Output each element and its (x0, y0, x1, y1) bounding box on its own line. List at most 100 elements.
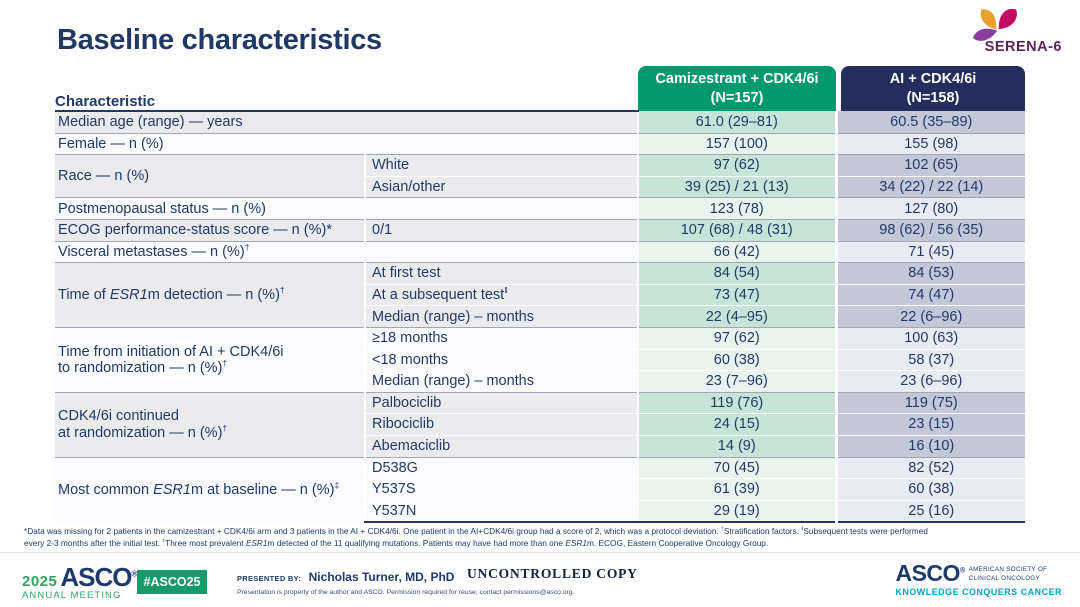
ai-value-cell: 71 (45) (834, 240, 1025, 263)
ai-value-cell: 84 (53) (834, 262, 1025, 285)
presented-by: PRESENTED BY: Nicholas Turner, MD, PhD (237, 568, 454, 586)
registered-mark: ® (131, 569, 138, 579)
registered-mark: ® (959, 567, 965, 575)
ai-column-header: AI + CDK4/6i (N=158) (836, 66, 1025, 111)
camizestrant-value-cell: 14 (9) (637, 434, 836, 457)
ai-arm-n: (N=158) (906, 89, 960, 106)
ai-value-cell: 60 (38) (834, 478, 1025, 501)
serena-6-logo: SERENA-6 (936, 5, 1068, 55)
sub-label-cell: Asian/other (364, 175, 638, 198)
table-row: ECOG performance-status score — n (%)* 0/… (55, 218, 1025, 242)
presenter-name: Nicholas Turner, MD, PhD (308, 570, 455, 584)
sub-label-cell: Palbociclib (364, 391, 638, 414)
camizestrant-value-cell: 70 (45) (637, 456, 836, 479)
table-row: Postmenopausal status — n (%) 123 (78) 127… (55, 197, 1025, 220)
camizestrant-value-cell: 84 (54) (637, 262, 836, 285)
table-row: At a subsequent test‖ 73 (47) 74 (47) (55, 283, 1025, 306)
flower-icon (972, 8, 1017, 41)
table-row: Y537N 29 (19) 25 (16) (55, 499, 1025, 524)
asco-annual-meeting-logo: 2025 ASCO® ANNUAL MEETING (22, 562, 138, 601)
ai-value-cell: 98 (62) / 56 (35) (834, 218, 1025, 242)
uncontrolled-copy-watermark: UNCONTROLLED COPY (467, 566, 638, 581)
ai-value-cell: 22 (6–96) (834, 305, 1025, 328)
ai-arm-name: AI + CDK4/6i (889, 70, 977, 87)
camizestrant-arm-n: (N=157) (710, 89, 764, 106)
sub-label-cell: Median (range) – months (364, 370, 638, 393)
camizestrant-value-cell: 24 (15) (637, 413, 836, 436)
camizestrant-value-cell: 61.0 (29–81) (637, 111, 836, 134)
table-row: Most common ESR1m at baseline — n (%)‡ D5… (55, 456, 1025, 523)
ai-value-cell: 82 (52) (834, 456, 1025, 479)
footnote-line-1: *Data was missing for 2 patients in the … (24, 526, 928, 536)
camizestrant-value-cell: 119 (76) (637, 391, 836, 414)
camizestrant-value-cell: 97 (62) (637, 154, 836, 177)
camizestrant-value-cell: 157 (100) (637, 132, 836, 155)
sub-label-cell: Abemaciclib (364, 434, 638, 457)
ai-value-cell: 60.5 (35–89) (834, 111, 1025, 134)
sub-label-cell: White (364, 154, 638, 177)
meeting-year: 2025 (22, 573, 58, 590)
ai-value-cell: 34 (22) / 22 (14) (834, 175, 1025, 198)
ai-value-cell: 74 (47) (834, 283, 1025, 306)
table-row: Time from initiation of AI + CDK4/6i to r… (55, 326, 1025, 393)
ai-value-cell: 127 (80) (834, 197, 1025, 220)
sub-label-cell: At first test (364, 262, 638, 285)
camizestrant-arm-name: Camizestrant + CDK4/6i (655, 70, 819, 87)
ai-value-cell: 155 (98) (834, 132, 1025, 155)
camizestrant-value-cell: 107 (68) / 48 (31) (637, 218, 836, 242)
footnote-line-2: every 2-3 months after the initial test.… (24, 538, 769, 549)
sub-label-cell: Ribociclib (364, 413, 638, 436)
table-row: Median (range) – months 22 (4–95) 22 (6–96… (55, 305, 1025, 328)
row-group-label: Postmenopausal status — n (%) (55, 197, 638, 220)
society-name: AMERICAN SOCIETY OF CLINICAL ONCOLOGY (968, 566, 1048, 582)
camizestrant-value-cell: 73 (47) (637, 283, 836, 306)
ai-value-cell: 16 (10) (834, 434, 1025, 457)
footnotes: *Data was missing for 2 patients in the … (24, 525, 1066, 550)
ai-value-cell: 100 (63) (834, 326, 1025, 350)
row-group-label: Female — n (%) (55, 132, 638, 155)
table-row: Visceral metastases — n (%)† 66 (42) 71 (4… (55, 240, 1025, 263)
ai-value-cell: 102 (65) (834, 154, 1025, 177)
table-row: Asian/other 39 (25) / 21 (13) 34 (22) / 22… (55, 175, 1025, 198)
row-group-label: CDK4/6i continued at randomization — n (%… (55, 391, 365, 457)
table-row: Ribociclib 24 (15) 23 (15) (55, 413, 1025, 436)
camizestrant-header-box: Camizestrant + CDK4/6i (N=157) (638, 66, 836, 111)
camizestrant-value-cell: 123 (78) (637, 197, 836, 220)
table-row: Female — n (%) 157 (100) 155 (98) (55, 132, 1025, 155)
camizestrant-value-cell: 61 (39) (637, 478, 836, 501)
table-row: Median age (range) — years 61.0 (29–81) 60… (55, 111, 1025, 134)
table-row: Median (range) – months 23 (7–96) 23 (6–96… (55, 370, 1025, 393)
camizestrant-value-cell: 39 (25) / 21 (13) (637, 175, 836, 198)
table-row: <18 months 60 (38) 58 (37) (55, 348, 1025, 371)
row-group-label: Visceral metastases — n (%)† (55, 240, 638, 263)
serena-6-label: SERENA-6 (984, 39, 1062, 55)
baseline-characteristics-table: Characteristic Camizestrant + CDK4/6i (N… (55, 66, 1025, 524)
camizestrant-value-cell: 29 (19) (637, 499, 836, 524)
table-row: Y537S 61 (39) 60 (38) (55, 478, 1025, 501)
characteristic-column-header: Characteristic (55, 66, 638, 112)
camizestrant-value-cell: 22 (4–95) (637, 305, 836, 328)
table-body: Median age (range) — years 61.0 (29–81) 60… (55, 111, 1025, 524)
sub-label-cell: ≥18 months (364, 326, 638, 350)
sub-label-cell: Y537S (364, 478, 638, 501)
camizestrant-value-cell: 66 (42) (637, 240, 836, 263)
sub-label-cell: 0/1 (364, 218, 638, 242)
permission-notice: Presentation is property of the author a… (237, 589, 575, 596)
row-group-label: Race — n (%) (55, 154, 365, 198)
sub-label-cell: At a subsequent test‖ (364, 283, 638, 306)
footer-divider (0, 552, 1080, 553)
sub-label-cell: Y537N (364, 499, 638, 524)
sub-label-cell: <18 months (364, 348, 638, 371)
table-row: Race — n (%) White 97 (62) 102 (65) (55, 154, 1025, 198)
ai-header-box: AI + CDK4/6i (N=158) (841, 66, 1025, 111)
camizestrant-column-header: Camizestrant + CDK4/6i (N=157) (638, 66, 836, 111)
ai-value-cell: 25 (16) (834, 499, 1025, 524)
page-title: Baseline characteristics (57, 24, 382, 56)
row-group-label: Time from initiation of AI + CDK4/6i to r… (55, 326, 365, 393)
hashtag-badge: #ASCO25 (137, 570, 207, 594)
camizestrant-value-cell: 97 (62) (637, 326, 836, 350)
row-group-label: ECOG performance-status score — n (%)* (55, 218, 365, 242)
sub-label-cell: Median (range) – months (364, 305, 638, 328)
asco-wordmark: ASCO® (60, 562, 138, 592)
